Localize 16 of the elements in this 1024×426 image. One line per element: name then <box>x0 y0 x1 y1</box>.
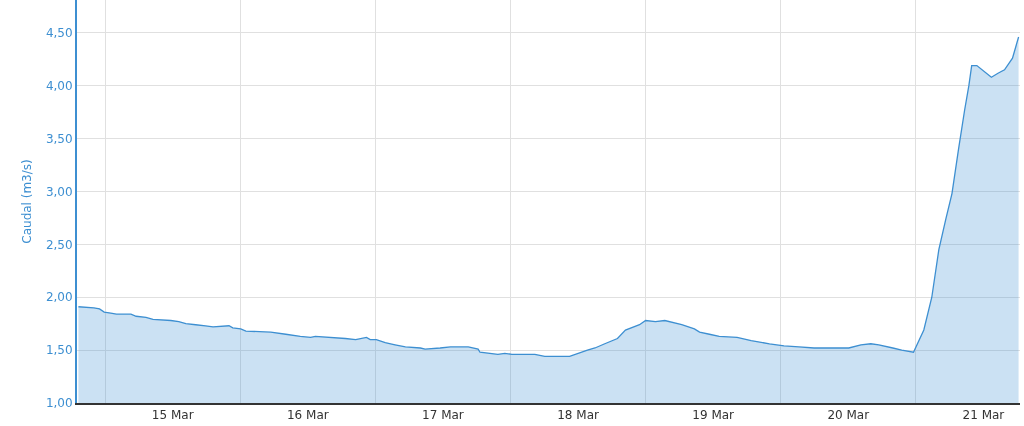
x-tick-label: 18 Mar <box>557 408 599 423</box>
y-tick-label: 1,00 <box>45 396 73 411</box>
y-tick-label: 1,50 <box>45 343 73 358</box>
y-tick-label: 2,50 <box>45 237 73 252</box>
x-tick-label: 17 Mar <box>422 408 464 423</box>
y-tick-label: 3,00 <box>45 184 73 199</box>
x-tick-label: 15 Mar <box>151 408 194 423</box>
y-tick-label: 4,50 <box>45 25 73 40</box>
x-tick-label: 19 Mar <box>692 408 735 423</box>
x-tick-label: 21 Mar <box>962 408 1005 423</box>
x-tick-label: 16 Mar <box>286 408 329 423</box>
y-tick-label: 4,00 <box>45 78 73 93</box>
y-tick-label: 3,50 <box>45 131 73 146</box>
y-tick-label: 2,00 <box>45 290 73 305</box>
y-axis-title: Caudal (m3/s) <box>19 159 34 244</box>
x-tick-label: 20 Mar <box>827 408 870 423</box>
